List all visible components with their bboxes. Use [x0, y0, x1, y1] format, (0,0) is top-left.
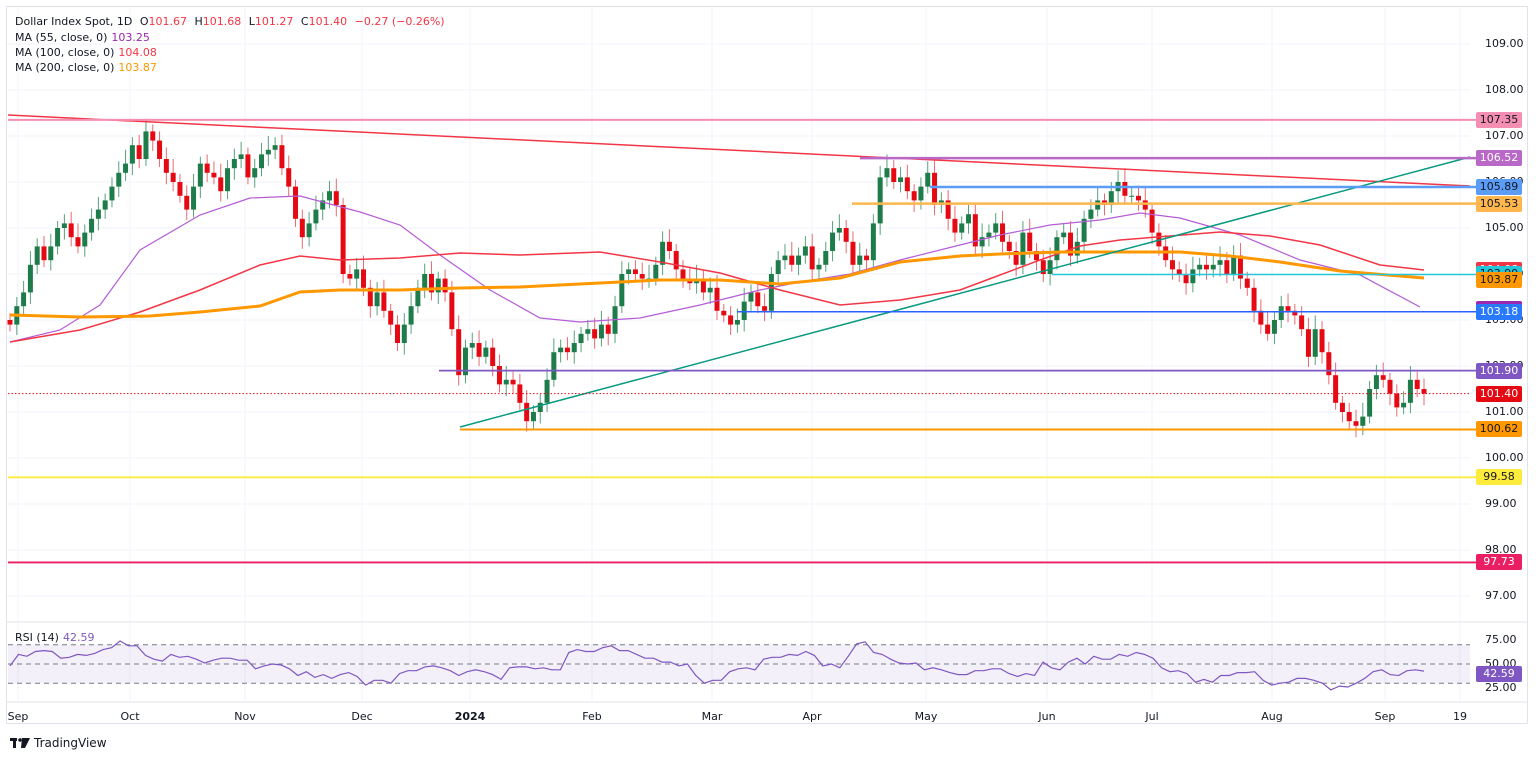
- time-axis-label: Feb: [582, 710, 602, 723]
- time-axis-label: 2024: [454, 710, 486, 723]
- open-value: 101.67: [148, 15, 188, 28]
- price-axis-label: 98.00: [1485, 543, 1517, 556]
- price-axis-label: 99.00: [1485, 497, 1517, 510]
- close-value: 101.40: [308, 15, 348, 28]
- rsi-legend[interactable]: RSI (14) 42.59: [15, 631, 95, 644]
- low-value: 101.27: [254, 15, 294, 28]
- time-axis-label: Jul: [1145, 710, 1159, 723]
- price-axis-label: 101.00: [1485, 405, 1524, 418]
- time-axis-label: Oct: [120, 710, 140, 723]
- high-value: 101.68: [202, 15, 242, 28]
- rsi-axis-label: 25.00: [1485, 681, 1517, 694]
- chart-frame: [6, 6, 1528, 724]
- price-axis-label: 108.00: [1485, 83, 1524, 96]
- rsi-value-tag: 42.59: [1476, 666, 1522, 682]
- time-axis-label: Apr: [802, 710, 822, 723]
- price-level-tag: 99.58: [1476, 469, 1522, 486]
- tradingview-logo[interactable]: TradingView: [10, 736, 107, 750]
- price-axis-label: 109.00: [1485, 37, 1524, 50]
- price-axis-label: 107.00: [1485, 129, 1524, 142]
- rsi-axis-label: 75.00: [1485, 633, 1517, 646]
- time-axis-label: Mar: [701, 710, 723, 723]
- symbol-name: Dollar Index Spot, 1D: [15, 15, 133, 28]
- tradingview-logo-icon: [10, 738, 30, 748]
- price-level-tag: 105.53: [1476, 195, 1522, 212]
- rsi-value: 42.59: [62, 631, 95, 644]
- price-level-tag: 103.18: [1476, 303, 1522, 320]
- brand-name: TradingView: [34, 736, 107, 750]
- symbol-legend: Dollar Index Spot, 1D O101.67 H101.68 L1…: [15, 15, 445, 28]
- time-axis-label: May: [914, 710, 938, 723]
- price-level-tag: 101.90: [1476, 362, 1522, 379]
- ma100-value: 104.08: [118, 46, 157, 59]
- time-axis-label: 19: [1453, 710, 1467, 723]
- price-axis-label: 100.00: [1485, 451, 1524, 464]
- time-axis-label: Sep: [1374, 710, 1396, 723]
- price-level-tag: 100.62: [1476, 421, 1522, 438]
- time-axis-label: Dec: [351, 710, 373, 723]
- ma200-value: 103.87: [118, 61, 157, 74]
- time-axis-label: Sep: [7, 710, 29, 723]
- change-value: −0.27 (−0.26%): [354, 15, 445, 28]
- time-axis-label: Nov: [234, 710, 256, 723]
- ma100-legend[interactable]: MA (100, close, 0) 104.08: [15, 46, 157, 59]
- price-level-tag: 101.40: [1476, 385, 1522, 402]
- ma55-legend[interactable]: MA (55, close, 0) 103.25: [15, 31, 150, 44]
- price-level-tag: 107.35: [1476, 111, 1522, 128]
- price-axis-label: 97.00: [1485, 589, 1517, 602]
- price-level-tag: 105.89: [1476, 179, 1522, 196]
- time-axis-label: Aug: [1261, 710, 1283, 723]
- ma55-value: 103.25: [111, 31, 150, 44]
- ma200-legend[interactable]: MA (200, close, 0) 103.87: [15, 61, 157, 74]
- price-level-tag: 106.52: [1476, 150, 1522, 167]
- price-axis-label: 105.00: [1485, 221, 1524, 234]
- price-level-tag: 97.73: [1476, 554, 1522, 571]
- time-axis-label: Jun: [1038, 710, 1056, 723]
- price-level-tag: 103.87: [1476, 271, 1522, 288]
